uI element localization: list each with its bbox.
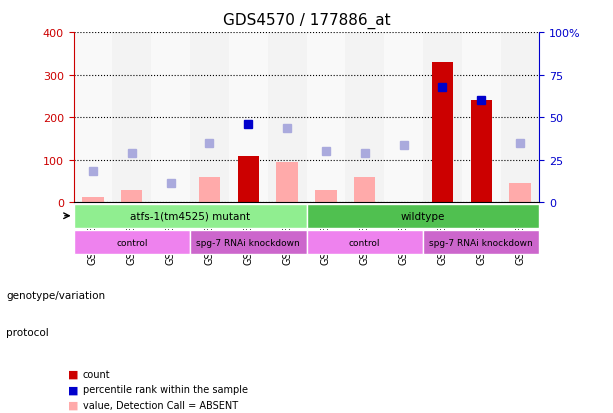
Text: count: count [83,369,110,379]
FancyBboxPatch shape [190,231,306,255]
Bar [229,33,268,203]
Text: percentile rank within the sample: percentile rank within the sample [83,385,248,394]
Bar [423,33,462,203]
Bar [384,33,423,203]
Bar [268,33,306,203]
Bar [199,178,220,203]
Text: ■: ■ [68,385,79,394]
FancyBboxPatch shape [74,204,306,228]
Bar [306,33,345,203]
Bar [432,63,453,203]
Bar [471,101,492,203]
Text: spg-7 RNAi knockdown: spg-7 RNAi knockdown [196,238,300,247]
Text: spg-7 RNAi knockdown: spg-7 RNAi knockdown [429,238,533,247]
Text: ■: ■ [68,369,79,379]
Bar [315,190,337,203]
Text: wildtype: wildtype [401,211,445,221]
Text: genotype/variation: genotype/variation [6,290,105,300]
Bar [74,33,112,203]
Bar [462,33,501,203]
Bar [151,33,190,203]
Bar [82,198,104,203]
Bar [509,184,531,203]
Bar [121,190,142,203]
Title: GDS4570 / 177886_at: GDS4570 / 177886_at [223,13,390,29]
FancyBboxPatch shape [423,231,539,255]
Bar [82,198,104,203]
FancyBboxPatch shape [74,231,190,255]
Bar [276,163,298,203]
Bar [354,178,375,203]
FancyBboxPatch shape [306,204,539,228]
Bar [121,190,142,203]
FancyBboxPatch shape [306,231,423,255]
Text: protocol: protocol [6,328,49,337]
Bar [501,33,539,203]
Bar [190,33,229,203]
Text: control: control [116,238,148,247]
Text: ■: ■ [68,400,79,410]
Bar [112,33,151,203]
Text: value, Detection Call = ABSENT: value, Detection Call = ABSENT [83,400,238,410]
Bar [354,178,375,203]
Text: atfs-1(tm4525) mutant: atfs-1(tm4525) mutant [130,211,250,221]
Bar [238,157,259,203]
Text: control: control [349,238,381,247]
Bar [199,178,220,203]
Bar [345,33,384,203]
